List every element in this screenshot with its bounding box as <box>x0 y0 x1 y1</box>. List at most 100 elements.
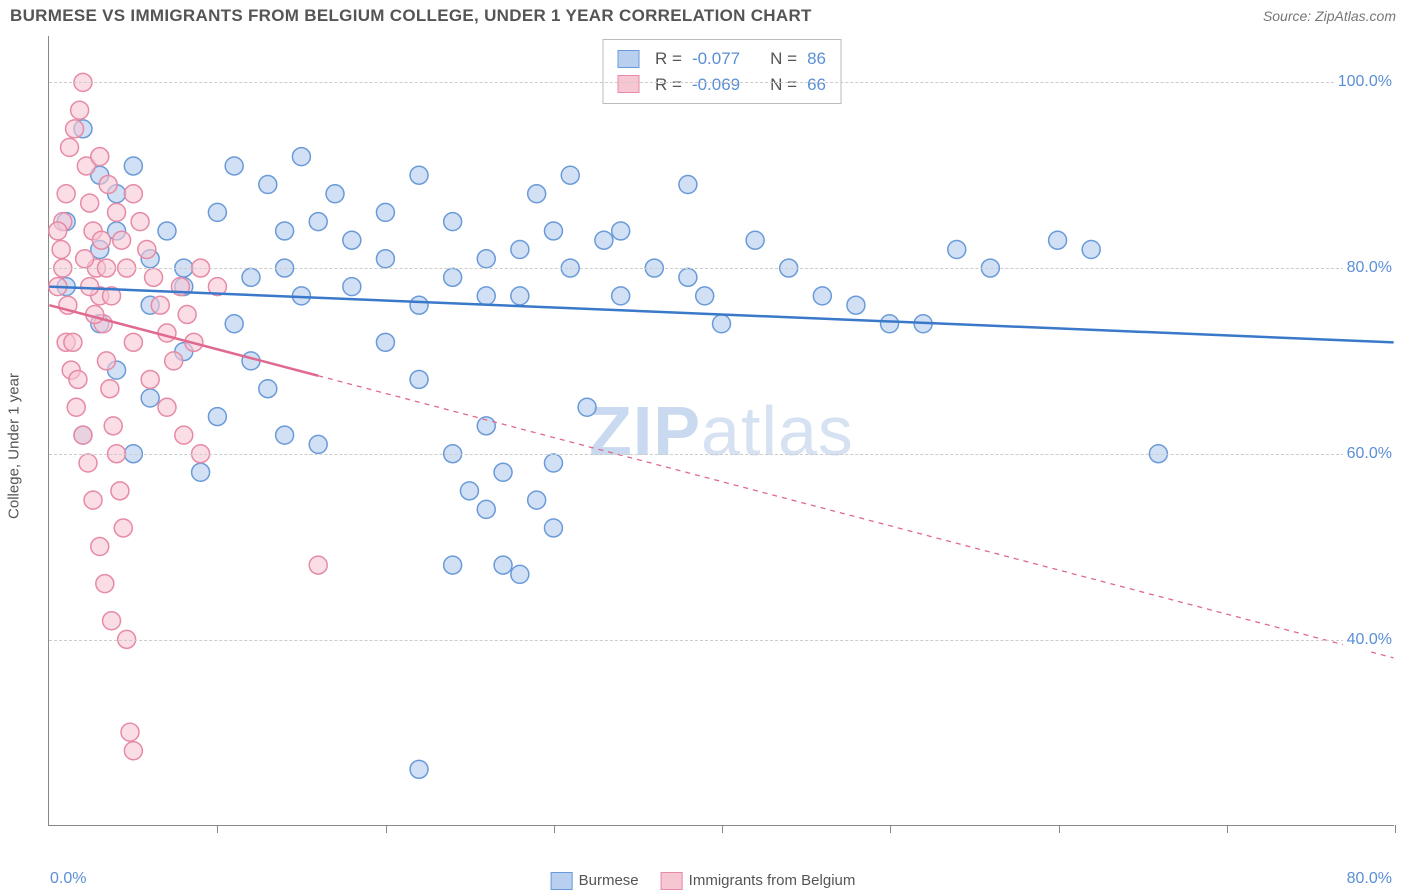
data-point <box>410 296 428 314</box>
data-point <box>208 408 226 426</box>
data-point <box>376 203 394 221</box>
data-point <box>746 231 764 249</box>
data-point <box>460 482 478 500</box>
chart-title: BURMESE VS IMMIGRANTS FROM BELGIUM COLLE… <box>10 6 812 26</box>
bottom-legend: Burmese Immigrants from Belgium <box>551 872 856 890</box>
data-point <box>97 352 115 370</box>
data-point <box>578 398 596 416</box>
data-point <box>561 166 579 184</box>
data-point <box>1082 241 1100 259</box>
data-point <box>158 398 176 416</box>
stat-r-label: R = <box>655 72 682 98</box>
data-point <box>141 370 159 388</box>
data-point <box>343 278 361 296</box>
x-axis-min-label: 0.0% <box>50 870 86 888</box>
x-tick <box>386 825 387 833</box>
data-point <box>124 333 142 351</box>
data-point <box>208 203 226 221</box>
data-point <box>84 491 102 509</box>
data-point <box>679 268 697 286</box>
data-point <box>124 185 142 203</box>
data-point <box>544 222 562 240</box>
data-point <box>410 760 428 778</box>
data-point <box>679 176 697 194</box>
data-point <box>151 296 169 314</box>
data-point <box>69 370 87 388</box>
data-point <box>225 315 243 333</box>
data-point <box>175 426 193 444</box>
data-point <box>292 148 310 166</box>
data-point <box>410 370 428 388</box>
scatter-svg <box>49 36 1394 825</box>
data-point <box>178 305 196 323</box>
data-point <box>64 333 82 351</box>
x-tick <box>1059 825 1060 833</box>
data-point <box>124 157 142 175</box>
gridline-h <box>49 268 1394 269</box>
data-point <box>376 333 394 351</box>
data-point <box>81 278 99 296</box>
data-point <box>444 268 462 286</box>
stat-n-value: 86 <box>807 46 826 72</box>
y-tick-label: 80.0% <box>1343 257 1396 279</box>
data-point <box>948 241 966 259</box>
stats-row: R =-0.069N =66 <box>617 72 826 98</box>
legend-swatch <box>617 50 639 68</box>
trend-line-extrapolated <box>318 376 1393 658</box>
gridline-h <box>49 454 1394 455</box>
data-point <box>494 556 512 574</box>
x-tick <box>1395 825 1396 833</box>
x-tick <box>217 825 218 833</box>
data-point <box>91 148 109 166</box>
legend-swatch <box>551 872 573 890</box>
legend-label: Burmese <box>579 872 639 889</box>
data-point <box>52 241 70 259</box>
data-point <box>1049 231 1067 249</box>
data-point <box>595 231 613 249</box>
data-point <box>309 213 327 231</box>
data-point <box>108 203 126 221</box>
trend-line <box>49 287 1393 343</box>
data-point <box>511 565 529 583</box>
data-point <box>225 157 243 175</box>
data-point <box>158 222 176 240</box>
legend-label: Immigrants from Belgium <box>689 872 856 889</box>
data-point <box>259 380 277 398</box>
data-point <box>49 222 67 240</box>
data-point <box>242 268 260 286</box>
data-point <box>259 176 277 194</box>
y-tick-label: 100.0% <box>1334 71 1396 93</box>
data-point <box>99 176 117 194</box>
stat-r-value: -0.077 <box>692 46 740 72</box>
data-point <box>847 296 865 314</box>
data-point <box>612 222 630 240</box>
data-point <box>91 538 109 556</box>
data-point <box>61 138 79 156</box>
data-point <box>477 250 495 268</box>
data-point <box>511 287 529 305</box>
data-point <box>528 185 546 203</box>
stat-n-label: N = <box>770 72 797 98</box>
stat-n-label: N = <box>770 46 797 72</box>
data-point <box>145 268 163 286</box>
legend-item: Burmese <box>551 872 639 890</box>
y-tick-label: 40.0% <box>1343 629 1396 651</box>
data-point <box>76 250 94 268</box>
legend-swatch <box>617 75 639 93</box>
data-point <box>67 398 85 416</box>
data-point <box>410 166 428 184</box>
data-point <box>92 231 110 249</box>
data-point <box>326 185 344 203</box>
data-point <box>111 482 129 500</box>
data-point <box>477 500 495 518</box>
stats-legend-box: R =-0.077N =86R =-0.069N =66 <box>602 39 841 104</box>
stat-n-value: 66 <box>807 72 826 98</box>
data-point <box>813 287 831 305</box>
data-point <box>477 287 495 305</box>
stat-r-label: R = <box>655 46 682 72</box>
data-point <box>544 519 562 537</box>
source-attribution: Source: ZipAtlas.com <box>1263 8 1396 24</box>
data-point <box>511 241 529 259</box>
y-axis-label: College, Under 1 year <box>6 373 23 519</box>
x-tick <box>722 825 723 833</box>
